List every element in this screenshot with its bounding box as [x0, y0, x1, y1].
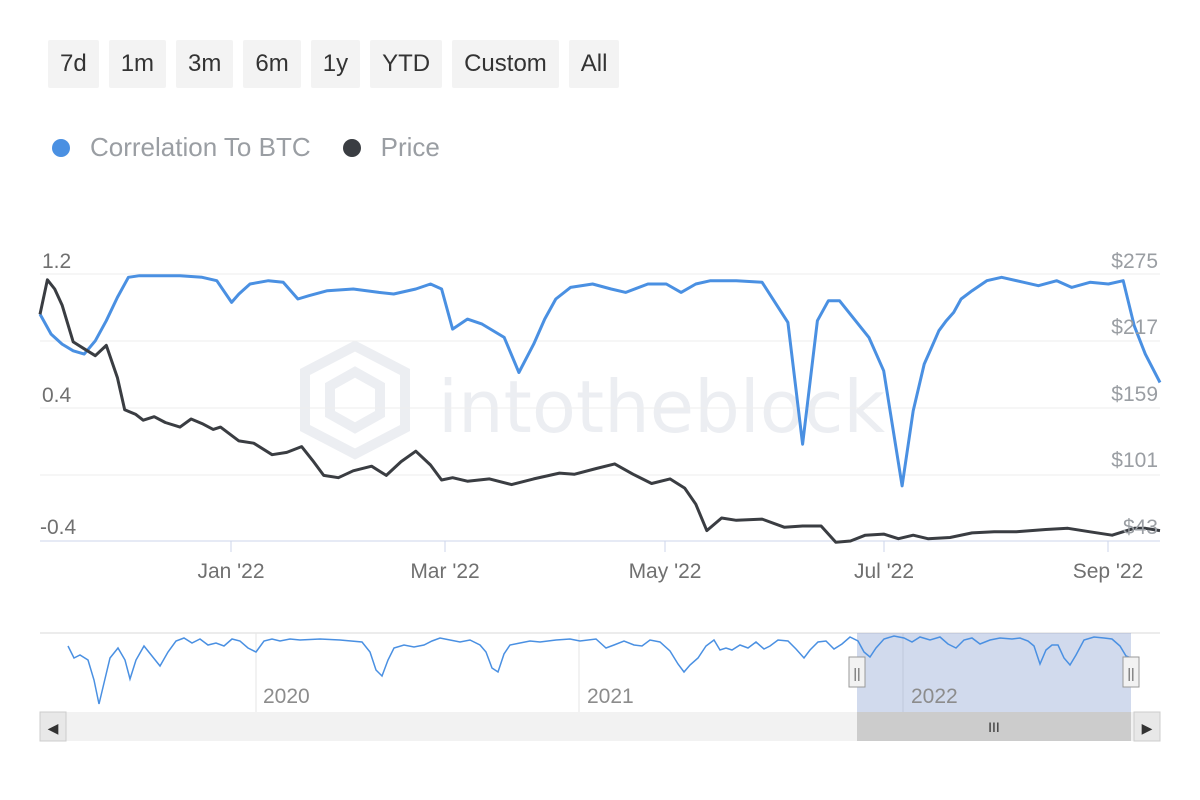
navigator-right-handle[interactable]: ||: [1122, 656, 1140, 688]
x-tick-label-4: Sep '22: [1073, 560, 1144, 583]
navigator-left-handle[interactable]: ||: [848, 656, 866, 688]
x-tick-label-0: Jan '22: [197, 560, 264, 583]
y-left-tick-1: 0.4: [42, 384, 72, 407]
scroll-left-arrow-icon: ◀: [48, 721, 59, 737]
range-selector: 7d 1m 3m 6m 1y YTD Custom All: [48, 40, 620, 88]
y-left-tick-0: 1.2: [42, 250, 71, 273]
range-ytd-button[interactable]: YTD: [370, 40, 443, 88]
y-right-tick-3: $101: [1111, 449, 1158, 472]
navigator-selection-mask[interactable]: [857, 633, 1131, 712]
range-1y-button[interactable]: 1y: [310, 40, 361, 88]
navigator-series-line: [67, 635, 1132, 705]
navigator-year-label-1: 2021: [587, 685, 634, 708]
y-right-tick-4: $43: [1123, 516, 1158, 539]
navigator: 2020 2021 2022 || ||: [40, 632, 1160, 712]
scroll-right-arrow-icon: ▶: [1142, 721, 1153, 737]
navigator-right-handle-body[interactable]: [1122, 656, 1140, 688]
scrollbar: ◀ III ▶: [39, 711, 1161, 742]
scrollbar-grip-icon: III: [988, 719, 1000, 735]
series-line-price[interactable]: [38, 278, 1161, 544]
range-1m-button[interactable]: 1m: [108, 40, 167, 88]
y-right-tick-0: $275: [1111, 250, 1158, 273]
range-7d-button[interactable]: 7d: [48, 40, 99, 88]
range-6m-button[interactable]: 6m: [243, 40, 301, 88]
navigator-left-handle-grip: ||: [853, 665, 860, 681]
range-custom-button[interactable]: Custom: [452, 40, 559, 88]
watermark-cube-icon: [300, 340, 410, 460]
navigator-year-label-2: 2022: [911, 685, 958, 708]
series-line-correlation[interactable]: [38, 274, 1162, 488]
y-left-tick-2: -0.4: [40, 516, 77, 539]
scroll-left-button[interactable]: [39, 711, 67, 742]
navigator-year-label-0: 2020: [263, 685, 310, 708]
legend-item-price[interactable]: Price: [342, 132, 440, 163]
navigator-right-handle-grip: ||: [1127, 665, 1134, 681]
legend-item-correlation[interactable]: Correlation To BTC: [52, 132, 311, 163]
scrollbar-thumb[interactable]: [857, 712, 1131, 741]
y-right-tick-1: $217: [1111, 316, 1158, 339]
chart-legend: Correlation To BTC Price: [52, 132, 440, 163]
range-all-button[interactable]: All: [568, 40, 620, 88]
legend-label-price: Price: [380, 132, 440, 162]
legend-dot-correlation: [52, 138, 70, 157]
x-tick-label-1: Mar '22: [410, 560, 479, 583]
range-3m-button[interactable]: 3m: [176, 40, 234, 88]
legend-label-correlation: Correlation To BTC: [90, 132, 311, 162]
scroll-right-button[interactable]: [1133, 711, 1161, 742]
navigator-left-handle-body[interactable]: [848, 656, 866, 688]
watermark-text: intotheblock: [438, 365, 885, 449]
y-right-tick-2: $159: [1111, 383, 1158, 406]
x-tick-label-3: Jul '22: [854, 560, 914, 583]
legend-dot-price: [342, 138, 361, 157]
main-plot: 1.2 0.4 -0.4 $275 $217 $159 $101 $43 Jan…: [38, 250, 1162, 583]
x-tick-label-2: May '22: [629, 560, 702, 583]
